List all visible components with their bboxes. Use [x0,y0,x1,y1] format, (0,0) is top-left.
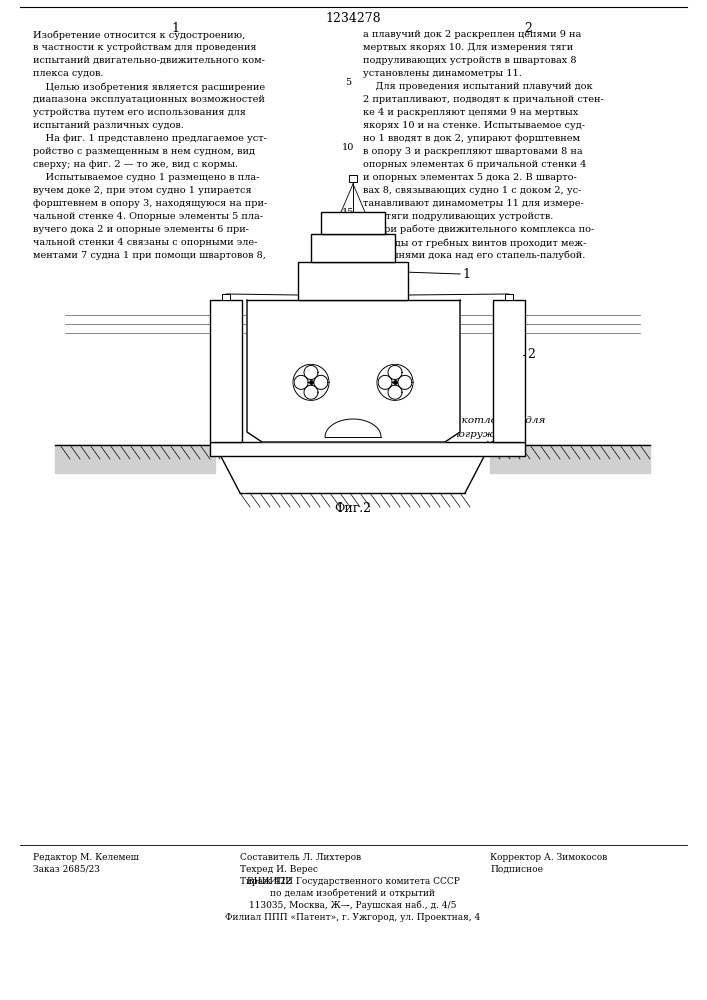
Text: погружения: погружения [452,430,521,439]
Text: а плавучий док 2 раскреплен цепями 9 на: а плавучий док 2 раскреплен цепями 9 на [363,30,581,39]
Text: Фиг.2: Фиг.2 [334,502,371,515]
Text: Составитель Л. Лихтеров: Составитель Л. Лихтеров [240,853,361,862]
Polygon shape [314,375,328,389]
Polygon shape [378,375,392,389]
Text: 1: 1 [171,22,179,35]
Polygon shape [388,365,402,379]
Text: Редактор М. Келемеш: Редактор М. Келемеш [33,853,139,862]
Bar [210,442,525,456]
Text: Подписное: Подписное [490,865,543,874]
Text: Целью изобретения является расширение: Целью изобретения является расширение [33,82,265,92]
Text: по делам изобретений и открытий: по делам изобретений и открытий [271,889,436,898]
Text: Испытываемое судно 1 размещено в пла-: Испытываемое судно 1 размещено в пла- [33,173,259,182]
Text: 113035, Москва, Ж—̵, Раушская наб., д. 4/5: 113035, Москва, Ж—̵, Раушская наб., д. 4… [250,901,457,910]
Text: ВНИИПИ Государственного комитета СССР: ВНИИПИ Государственного комитета СССР [247,877,460,886]
Text: испытаний различных судов.: испытаний различных судов. [33,121,184,130]
Polygon shape [325,419,381,437]
Bar [311,234,395,262]
Polygon shape [490,445,650,473]
Text: якорях 10 и на стенке. Испытываемое суд-: якорях 10 и на стенке. Испытываемое суд- [363,121,585,130]
Bar [321,212,385,234]
Text: танавливают динамометры 11 для измере-: танавливают динамометры 11 для измере- [363,199,584,208]
Text: Корректор А. Зимокосов: Корректор А. Зимокосов [490,853,607,862]
Bar [222,294,230,300]
Text: ток воды от гребных винтов проходит меж-: ток воды от гребных винтов проходит меж- [363,238,586,247]
Text: 1234278: 1234278 [325,12,381,25]
Text: в опору 3 и раскрепляют швартовами 8 на: в опору 3 и раскрепляют швартовами 8 на [363,147,583,156]
Text: 2: 2 [527,349,535,361]
Polygon shape [294,375,308,389]
Text: От котлована для: От котлована для [440,416,545,425]
Text: ний тяги подруливающих устройств.: ний тяги подруливающих устройств. [363,212,554,221]
Polygon shape [388,385,402,399]
Bar [210,300,242,442]
Text: 5: 5 [345,78,351,87]
Text: подруливающих устройств в швартовах 8: подруливающих устройств в швартовах 8 [363,56,576,65]
Bar [493,300,525,442]
Text: 15: 15 [341,208,354,217]
Text: Для проведения испытаний плавучий док: Для проведения испытаний плавучий док [363,82,592,91]
Text: ке 4 и раскрепляют цепями 9 на мертвых: ке 4 и раскрепляют цепями 9 на мертвых [363,108,578,117]
Polygon shape [55,445,215,473]
Text: вучего дока 2 и опорные элементы 6 при-: вучего дока 2 и опорные элементы 6 при- [33,225,249,234]
Text: установлены динамометры 11.: установлены динамометры 11. [363,69,522,78]
Text: в частности к устройствам для проведения: в частности к устройствам для проведения [33,43,257,52]
Text: испытаний двигательно-движительного ком-: испытаний двигательно-движительного ком- [33,56,265,65]
Text: вах 8, связывающих судно 1 с доком 2, ус-: вах 8, связывающих судно 1 с доком 2, ус… [363,186,581,195]
Text: и опорных элементах 5 дока 2. В шварто-: и опорных элементах 5 дока 2. В шварто- [363,173,577,182]
Text: Изобретение относится к судостроению,: Изобретение относится к судостроению, [33,30,245,39]
Text: Заказ 2685/23: Заказ 2685/23 [33,865,100,874]
Text: Тираж 422: Тираж 422 [240,877,291,886]
Text: 2: 2 [524,22,532,35]
Text: вучем доке 2, при этом судно 1 упирается: вучем доке 2, при этом судно 1 упирается [33,186,252,195]
Text: ду башнями дока над его стапель-палубой.: ду башнями дока над его стапель-палубой. [363,251,585,260]
Text: Филиал ППП «Патент», г. Ужгород, ул. Проектная, 4: Филиал ППП «Патент», г. Ужгород, ул. Про… [226,913,481,922]
Polygon shape [398,375,412,389]
Text: чальной стенке 4. Опорные элементы 5 пла-: чальной стенке 4. Опорные элементы 5 пла… [33,212,263,221]
Text: При работе движительного комплекса по-: При работе движительного комплекса по- [363,225,595,234]
Text: диапазона эксплуатационных возможностей: диапазона эксплуатационных возможностей [33,95,265,104]
Text: ройство с размещенным в нем судном, вид: ройство с размещенным в нем судном, вид [33,147,255,156]
Polygon shape [304,385,318,399]
Text: ментами 7 судна 1 при помощи швартовов 8,: ментами 7 судна 1 при помощи швартовов 8… [33,251,266,260]
Text: Техред И. Верес: Техред И. Верес [240,865,318,874]
Bar [298,262,408,300]
Text: устройства путем его использования для: устройства путем его использования для [33,108,246,117]
Text: чальной стенки 4 связаны с опорными эле-: чальной стенки 4 связаны с опорными эле- [33,238,257,247]
Text: форштевнем в опору 3, находящуюся на при-: форштевнем в опору 3, находящуюся на при… [33,199,267,208]
Polygon shape [247,300,460,442]
Text: На фиг. 1 представлено предлагаемое уст-: На фиг. 1 представлено предлагаемое уст- [33,134,267,143]
Text: опорных элементах 6 причальной стенки 4: опорных элементах 6 причальной стенки 4 [363,160,586,169]
Bar [349,175,357,182]
Text: мертвых якорях 10. Для измерения тяги: мертвых якорях 10. Для измерения тяги [363,43,573,52]
Polygon shape [304,365,318,379]
Text: 1: 1 [462,267,470,280]
Text: плекса судов.: плекса судов. [33,69,103,78]
Text: но 1 вводят в док 2, упирают форштевнем: но 1 вводят в док 2, упирают форштевнем [363,134,580,143]
Text: 10: 10 [341,143,354,152]
Text: сверху; на фиг. 2 — то же, вид с кормы.: сверху; на фиг. 2 — то же, вид с кормы. [33,160,238,169]
Bar [505,294,513,300]
Text: 2 притапливают, подводят к причальной стен-: 2 притапливают, подводят к причальной ст… [363,95,604,104]
